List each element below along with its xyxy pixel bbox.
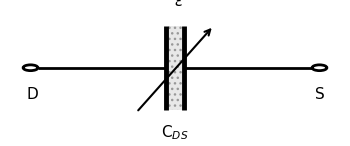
Text: S: S — [315, 87, 324, 102]
Text: D: D — [26, 87, 38, 102]
Text: $\mathregular{C}_{DS}$: $\mathregular{C}_{DS}$ — [161, 123, 189, 142]
Text: ε: ε — [174, 0, 182, 9]
Bar — [168, 26, 182, 110]
